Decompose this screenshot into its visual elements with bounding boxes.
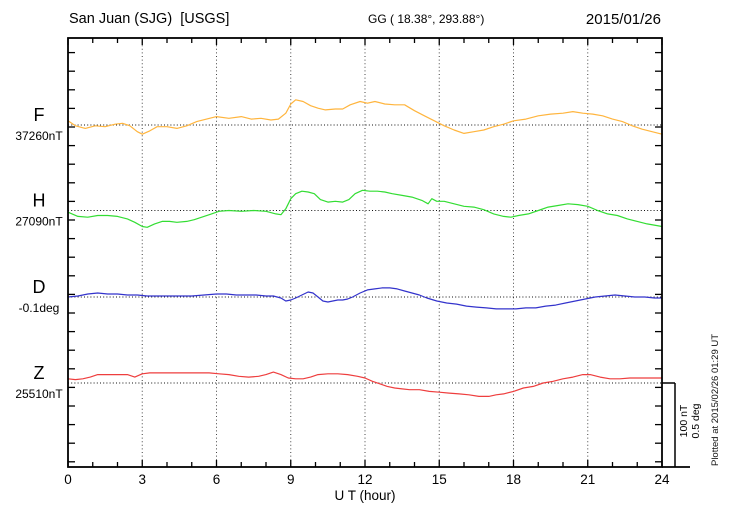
trace-F-letter: F	[34, 105, 45, 125]
scale-bar-nt-label: 100 nT	[678, 404, 690, 437]
trace-Z-line	[67, 371, 663, 397]
trace-D-baseline-value: -0.1deg	[19, 301, 60, 315]
x-tick-label-9: 9	[287, 472, 295, 487]
x-tick-label-24: 24	[654, 472, 670, 487]
x-tick-label-12: 12	[357, 472, 372, 487]
x-tick-labels-layer: 0 3 6 9 12 15 18 21 24	[64, 472, 670, 487]
scale-bar: 100 nT 0.5 deg	[662, 382, 702, 467]
plot-frame	[67, 37, 663, 468]
trace-Z-baseline-value: 25510nT	[15, 387, 63, 401]
x-tick-label-6: 6	[213, 472, 221, 487]
traces-layer	[67, 99, 663, 397]
trace-D-letter: D	[33, 277, 46, 297]
trace-H-line	[67, 189, 663, 228]
trace-labels-layer: F 37260nT H 27090nT D -0.1deg Z 25510nT	[15, 105, 63, 401]
scale-bar-deg-label: 0.5 deg	[690, 403, 702, 438]
trace-F-line	[67, 99, 663, 135]
trace-H-letter: H	[33, 191, 46, 211]
plotted-at-note: Plotted at 2015/02/26 01:29 UT	[710, 334, 721, 466]
plot-date: 2015/01/26	[586, 11, 661, 28]
x-axis-title: U T (hour)	[334, 488, 395, 503]
trace-H-baseline-value: 27090nT	[15, 215, 63, 229]
x-tick-label-0: 0	[64, 472, 72, 487]
trace-F-baseline-value: 37260nT	[15, 129, 63, 143]
x-tick-label-15: 15	[432, 472, 447, 487]
x-tick-label-21: 21	[580, 472, 595, 487]
station-title: San Juan (SJG) [USGS]	[69, 11, 229, 27]
observatory-coordinates: GG ( 18.38°, 293.88°)	[368, 12, 484, 26]
trace-D-line	[67, 287, 663, 310]
trace-Z-letter: Z	[34, 363, 45, 383]
x-tick-label-3: 3	[138, 472, 146, 487]
x-tick-label-18: 18	[506, 472, 521, 487]
